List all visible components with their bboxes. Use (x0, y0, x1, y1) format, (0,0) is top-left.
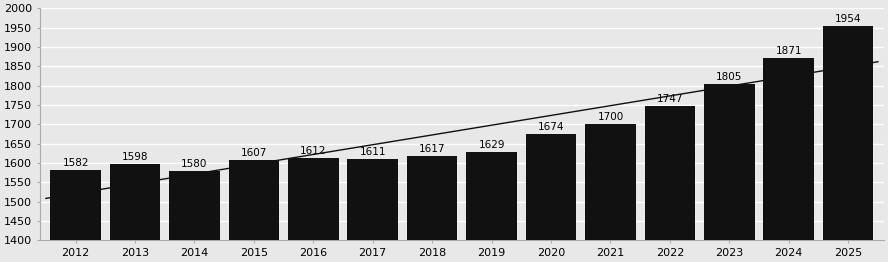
Bar (466, 152, 517, 262)
Bar (704, 84, 755, 262)
Text: 1598: 1598 (122, 152, 148, 162)
Text: 1747: 1747 (656, 94, 683, 104)
Bar (110, 164, 160, 262)
Bar (170, 171, 219, 262)
Text: 1582: 1582 (62, 158, 89, 168)
Bar (823, 26, 874, 262)
Bar (764, 58, 814, 262)
Text: 1871: 1871 (775, 46, 802, 56)
Text: 1700: 1700 (598, 112, 623, 122)
Bar (228, 160, 279, 262)
Text: 1617: 1617 (419, 144, 446, 154)
Text: 1612: 1612 (300, 146, 327, 156)
Bar (585, 124, 636, 262)
Bar (526, 134, 576, 262)
Text: 1607: 1607 (241, 148, 267, 158)
Text: 1954: 1954 (835, 14, 861, 24)
Bar (347, 159, 398, 262)
Text: 1805: 1805 (716, 72, 742, 82)
Bar (288, 158, 338, 262)
Bar (51, 170, 101, 262)
Text: 1674: 1674 (538, 122, 564, 132)
Text: 1580: 1580 (181, 159, 208, 169)
Text: 1629: 1629 (479, 140, 505, 150)
Text: 1611: 1611 (360, 147, 386, 157)
Bar (645, 106, 695, 262)
Bar (407, 156, 457, 262)
